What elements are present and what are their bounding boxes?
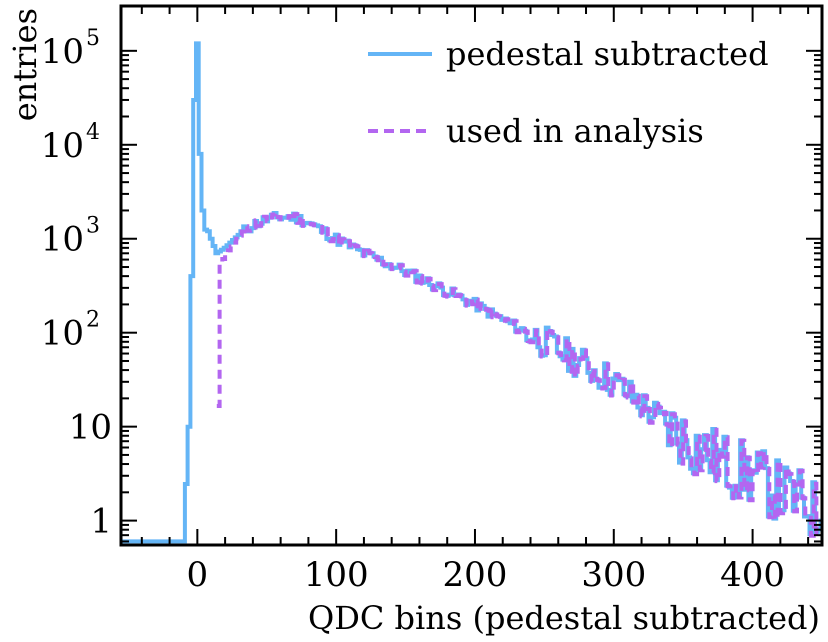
y-tick-label-10000: 10 [41,126,84,166]
x-tick-label-400: 400 [720,555,785,595]
y-tick-label-100000: 10 [41,32,84,72]
y-tick-exponent-1000: 3 [86,214,100,239]
y-axis-title: entries [6,8,44,121]
y-tick-exponent-100: 2 [86,308,100,333]
y-tick-label-100: 10 [41,314,84,354]
ticks-layer [121,6,822,545]
legend-label-used-in-analysis: used in analysis [446,112,704,150]
series-layer [121,41,822,544]
x-tick-label-200: 200 [443,555,508,595]
series-used-in-analysis [216,210,822,538]
y-tick-label-1: 1 [90,502,112,542]
legend: pedestal subtracted used in analysis [368,35,769,150]
x-axis-title: QDC bins (pedestal subtracted) [308,599,820,637]
x-tick-label-0: 0 [187,555,209,595]
legend-label-pedestal-subtracted: pedestal subtracted [446,35,769,73]
x-tick-label-300: 300 [581,555,646,595]
y-tick-exponent-100000: 5 [86,26,100,51]
y-tick-exponent-10000: 4 [86,120,100,145]
x-tick-label-100: 100 [304,555,369,595]
y-tick-label-1000: 10 [41,220,84,260]
y-tick-label-10: 10 [69,408,112,448]
